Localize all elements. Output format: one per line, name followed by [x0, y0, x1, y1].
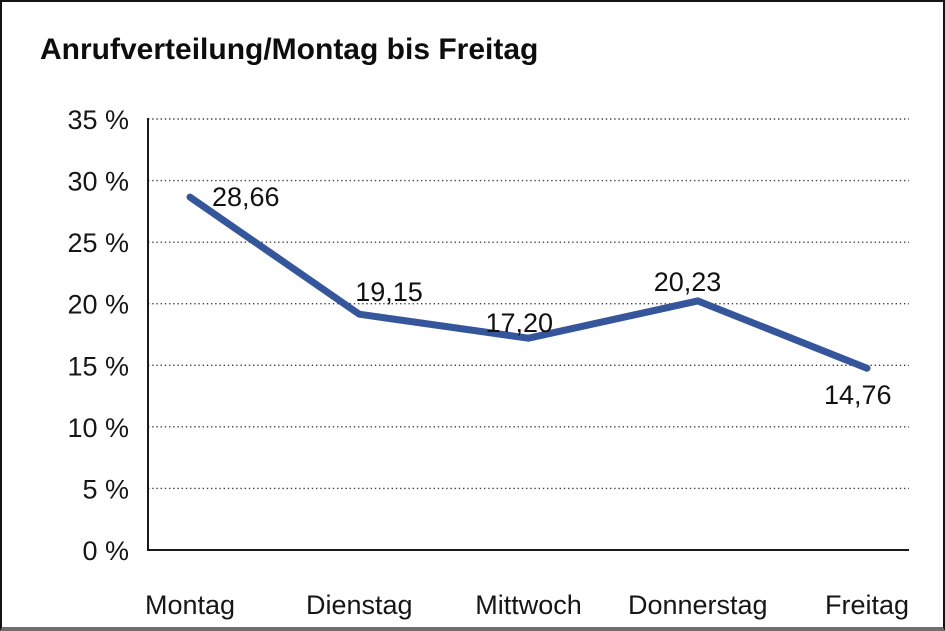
- y-tick-label: 25 %: [67, 228, 129, 258]
- data-point-label: 28,66: [212, 182, 280, 212]
- chart-title: Anrufverteilung/Montag bis Freitag: [40, 33, 539, 66]
- data-point-label: 19,15: [355, 277, 423, 307]
- y-tick-label: 15 %: [67, 351, 129, 381]
- x-category-label: Donnerstag: [628, 590, 768, 620]
- data-point-label: 14,76: [824, 380, 892, 410]
- y-tick-label: 5 %: [82, 474, 129, 504]
- y-tick-label: 30 %: [67, 167, 129, 197]
- x-category-label: Freitag: [825, 590, 909, 620]
- y-tick-label: 10 %: [67, 413, 129, 443]
- x-category-label: Montag: [145, 590, 235, 620]
- data-point-label: 20,23: [654, 267, 722, 297]
- y-tick-label: 20 %: [67, 290, 129, 320]
- series-line: [186, 193, 871, 372]
- x-category-label: Dienstag: [306, 590, 413, 620]
- y-tick-label: 35 %: [67, 105, 129, 135]
- y-tick-label: 0 %: [82, 536, 129, 566]
- x-category-label: Mittwoch: [475, 590, 582, 620]
- data-point-label: 17,20: [486, 308, 554, 338]
